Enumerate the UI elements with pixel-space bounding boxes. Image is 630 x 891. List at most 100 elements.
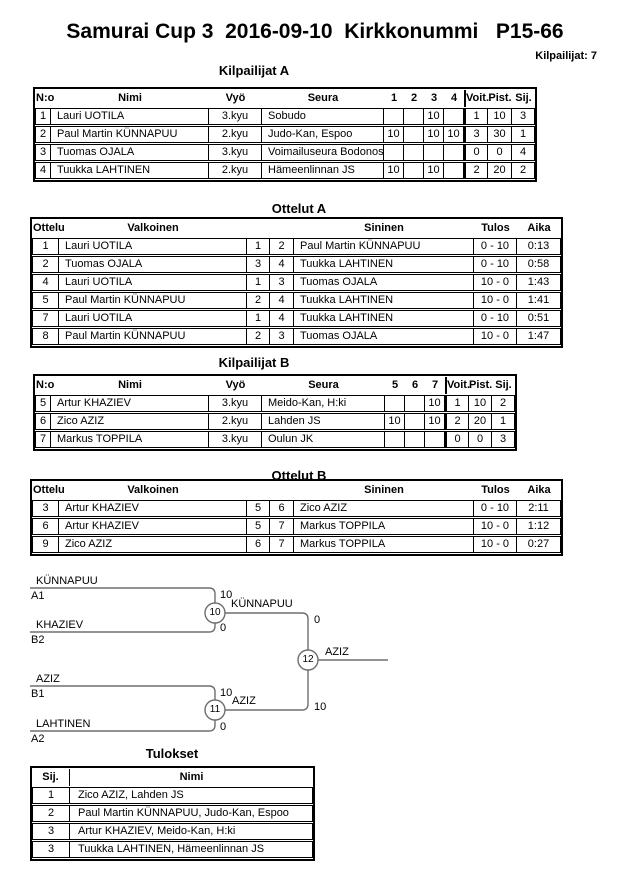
score-cell: 10 <box>424 162 444 179</box>
table-header-row: Sij. Nimi <box>32 769 313 786</box>
header-cell <box>270 482 294 499</box>
blue-name-cell: Markus TOPPILA <box>294 536 474 553</box>
no-cell: 3 <box>35 144 51 161</box>
place-cell: 4 <box>512 144 535 161</box>
header-cell: 2 <box>410 92 418 104</box>
club-cell: Meido-Kan, H:ki <box>262 395 385 412</box>
header-cell: Nimi <box>118 379 142 391</box>
points-cell: 20 <box>488 162 512 179</box>
match-no-cell: 6 <box>32 518 59 535</box>
score-cell <box>444 108 464 125</box>
header-cell: Sininen <box>364 222 404 234</box>
no-cell: 2 <box>35 126 51 143</box>
time-cell: 2:11 <box>517 500 561 517</box>
match-no-cell: 7 <box>32 310 59 327</box>
time-cell: 1:43 <box>517 274 561 291</box>
score-cell <box>444 144 464 161</box>
white-no-cell: 5 <box>247 518 270 535</box>
table-header-row: N:o Nimi Vyö Seura 1 2 3 4 Voit. Pist. S… <box>35 90 535 107</box>
no-cell: 1 <box>35 108 51 125</box>
wins-cell: 1 <box>445 395 469 412</box>
name-cell: Markus TOPPILA <box>51 431 209 448</box>
header-cell: 1 <box>390 92 398 104</box>
bracket-score-label: 10 <box>220 589 233 601</box>
white-no-cell: 3 <box>247 256 270 273</box>
place-cell: 3 <box>512 108 535 125</box>
place-cell: 1 <box>512 126 535 143</box>
bracket-winner-label: KÜNNAPUU <box>231 598 293 610</box>
header-cell: Sij. <box>495 379 512 391</box>
wins-cell: 1 <box>464 108 488 125</box>
blue-no-cell: 3 <box>270 328 294 345</box>
result-cell: 0 - 10 <box>474 500 517 517</box>
table-row: 3 Artur KHAZIEV, Meido-Kan, H:ki <box>32 823 313 840</box>
club-cell: Oulun JK <box>262 431 385 448</box>
place-cell: 1 <box>32 787 70 804</box>
bracket-competitor-label: LAHTINEN <box>36 718 91 730</box>
header-cell: Vyö <box>225 92 246 104</box>
club-cell: Lahden JS <box>262 413 385 430</box>
time-cell: 0:27 <box>517 536 561 553</box>
result-cell: 10 - 0 <box>474 328 517 345</box>
blue-no-cell: 4 <box>270 256 294 273</box>
blue-no-cell: 4 <box>270 292 294 309</box>
white-name-cell: Lauri UOTILA <box>59 238 247 255</box>
score-cell <box>384 144 404 161</box>
belt-cell: 3.kyu <box>209 431 262 448</box>
table-row: 1 Zico AZIZ, Lahden JS <box>32 787 313 804</box>
white-no-cell: 1 <box>247 238 270 255</box>
wins-cell: 3 <box>464 126 488 143</box>
section-title-pool-b: Kilpailijat B <box>218 355 290 370</box>
page-title: Samurai Cup 3 2016-09-10 Kirkkonummi P15… <box>66 20 564 43</box>
white-name-cell: Tuomas OJALA <box>59 256 247 273</box>
bracket-seed-label: A1 <box>31 590 45 602</box>
result-cell: 0 - 10 <box>474 238 517 255</box>
white-name-cell: Lauri UOTILA <box>59 274 247 291</box>
section-title-matches-a: Ottelut A <box>271 201 327 216</box>
bracket-score-label: 0 <box>220 622 227 634</box>
header-cell: Valkoinen <box>127 222 179 234</box>
time-cell: 1:12 <box>517 518 561 535</box>
score-cell <box>404 108 424 125</box>
points-cell: 20 <box>469 413 492 430</box>
score-cell <box>404 162 424 179</box>
club-cell: Judo-Kan, Espoo <box>262 126 384 143</box>
place-cell: 3 <box>32 823 70 840</box>
white-no-cell: 1 <box>247 310 270 327</box>
time-cell: 0:58 <box>517 256 561 273</box>
name-cell: Artur KHAZIEV <box>51 395 209 412</box>
table-row: 2 Paul Martin KÜNNAPUU 2.kyu Judo-Kan, E… <box>35 126 535 143</box>
table-row: 5 Artur KHAZIEV 3.kyu Meido-Kan, H:ki 10… <box>35 395 515 412</box>
place-cell: 1 <box>492 413 515 430</box>
table-row: 2 Paul Martin KÜNNAPUU, Judo-Kan, Espoo <box>32 805 313 822</box>
header-cell: N:o <box>36 379 55 391</box>
table-row: 4 Lauri UOTILA 1 3 Tuomas OJALA 10 - 0 1… <box>32 274 561 291</box>
pool-b-table: N:o Nimi Vyö Seura 5 6 7 Voit. Pist. Sij… <box>33 374 517 451</box>
white-name-cell: Zico AZIZ <box>59 536 247 553</box>
blue-no-cell: 4 <box>270 310 294 327</box>
header-cell: Ottelu <box>33 222 65 234</box>
header-cell: Vyö <box>225 379 246 391</box>
belt-cell: 3.kyu <box>209 144 262 161</box>
place-cell: 2 <box>512 162 535 179</box>
score-cell <box>385 431 405 448</box>
score-cell <box>405 395 425 412</box>
bracket-score-label: 10 <box>220 687 233 699</box>
table-row: 2 Tuomas OJALA 3 4 Tuukka LAHTINEN 0 - 1… <box>32 256 561 273</box>
white-name-cell: Paul Martin KÜNNAPUU <box>59 292 247 309</box>
match-no-cell: 9 <box>32 536 59 553</box>
place-cell: 3 <box>32 841 70 858</box>
score-cell <box>404 126 424 143</box>
wins-cell: 0 <box>464 144 488 161</box>
table-row: 4 Tuukka LAHTINEN 2.kyu Hämeenlinnan JS … <box>35 162 535 179</box>
bracket-competitor-label: KHAZIEV <box>36 619 84 631</box>
pool-a-table: N:o Nimi Vyö Seura 1 2 3 4 Voit. Pist. S… <box>33 87 537 182</box>
no-cell: 5 <box>35 395 51 412</box>
blue-no-cell: 3 <box>270 274 294 291</box>
header-cell: 6 <box>411 379 419 391</box>
table-row: 6 Artur KHAZIEV 5 7 Markus TOPPILA 10 - … <box>32 518 561 535</box>
white-name-cell: Artur KHAZIEV <box>59 518 247 535</box>
club-cell: Sobudo <box>262 108 384 125</box>
header-cell: Aika <box>527 484 551 496</box>
blue-name-cell: Tuukka LAHTINEN <box>294 310 474 327</box>
